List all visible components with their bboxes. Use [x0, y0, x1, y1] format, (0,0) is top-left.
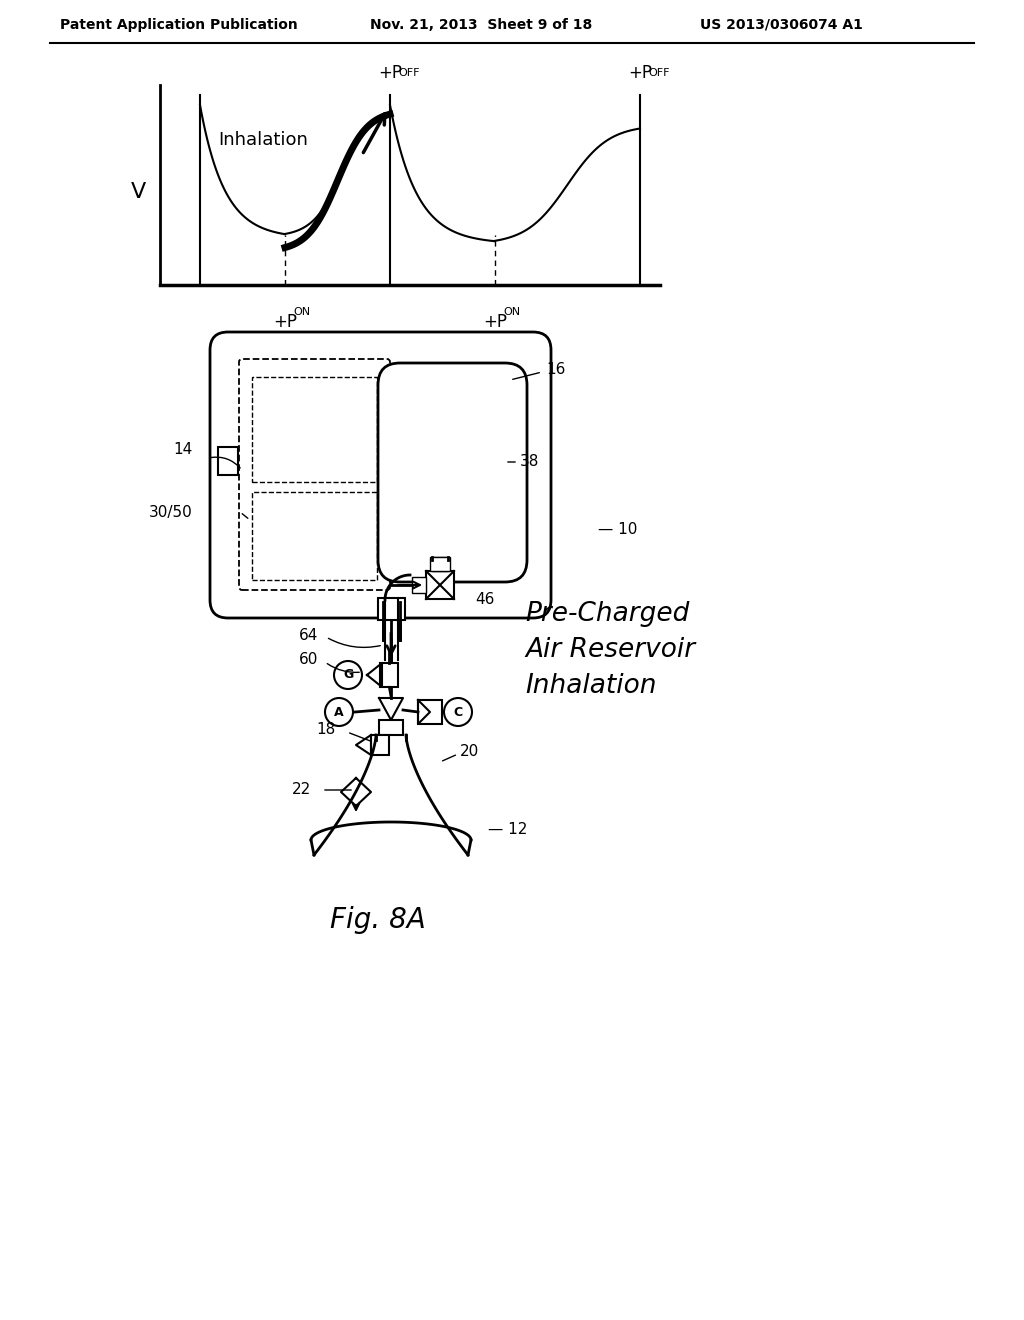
- Text: — 12: — 12: [488, 822, 527, 837]
- Bar: [378, 598, 406, 620]
- Text: 60: 60: [299, 652, 318, 668]
- Bar: [380, 663, 398, 686]
- Text: +P: +P: [628, 63, 652, 82]
- Text: 20: 20: [460, 744, 479, 759]
- Bar: [379, 719, 403, 735]
- Text: ON: ON: [503, 308, 520, 317]
- FancyBboxPatch shape: [210, 333, 551, 618]
- Circle shape: [325, 698, 353, 726]
- Bar: [252, 378, 377, 482]
- Text: Fig. 8A: Fig. 8A: [330, 906, 426, 935]
- Text: 22: 22: [292, 783, 311, 797]
- Text: — 10: — 10: [598, 523, 637, 537]
- Text: ON: ON: [293, 308, 310, 317]
- Text: 16: 16: [546, 363, 565, 378]
- Text: OFF: OFF: [648, 69, 670, 78]
- Text: US 2013/0306074 A1: US 2013/0306074 A1: [700, 18, 863, 32]
- Text: Nov. 21, 2013  Sheet 9 of 18: Nov. 21, 2013 Sheet 9 of 18: [370, 18, 592, 32]
- Bar: [426, 572, 454, 599]
- Text: +P: +P: [273, 313, 297, 331]
- Bar: [252, 492, 377, 579]
- Text: 14: 14: [174, 442, 193, 458]
- Bar: [430, 557, 450, 572]
- Circle shape: [334, 661, 362, 689]
- Bar: [432, 557, 449, 572]
- FancyBboxPatch shape: [239, 359, 390, 590]
- Text: 46: 46: [475, 593, 495, 607]
- Circle shape: [444, 698, 472, 726]
- Text: OFF: OFF: [398, 69, 420, 78]
- Text: +P: +P: [483, 313, 507, 331]
- Bar: [412, 577, 426, 593]
- Text: 64: 64: [299, 627, 318, 643]
- FancyBboxPatch shape: [378, 363, 527, 582]
- Text: 18: 18: [316, 722, 336, 738]
- Text: G: G: [343, 668, 353, 681]
- Text: C: C: [454, 705, 463, 718]
- Bar: [418, 700, 442, 723]
- Text: 30/50: 30/50: [150, 504, 193, 520]
- Bar: [218, 447, 238, 475]
- Text: A: A: [334, 705, 344, 718]
- Text: +P: +P: [378, 63, 402, 82]
- Text: 38: 38: [520, 454, 540, 470]
- Text: Pre-Charged
Air Reservoir
Inhalation: Pre-Charged Air Reservoir Inhalation: [525, 601, 695, 700]
- Text: Inhalation: Inhalation: [218, 131, 308, 149]
- Bar: [371, 735, 389, 755]
- Text: V: V: [130, 182, 145, 202]
- Text: Patent Application Publication: Patent Application Publication: [60, 18, 298, 32]
